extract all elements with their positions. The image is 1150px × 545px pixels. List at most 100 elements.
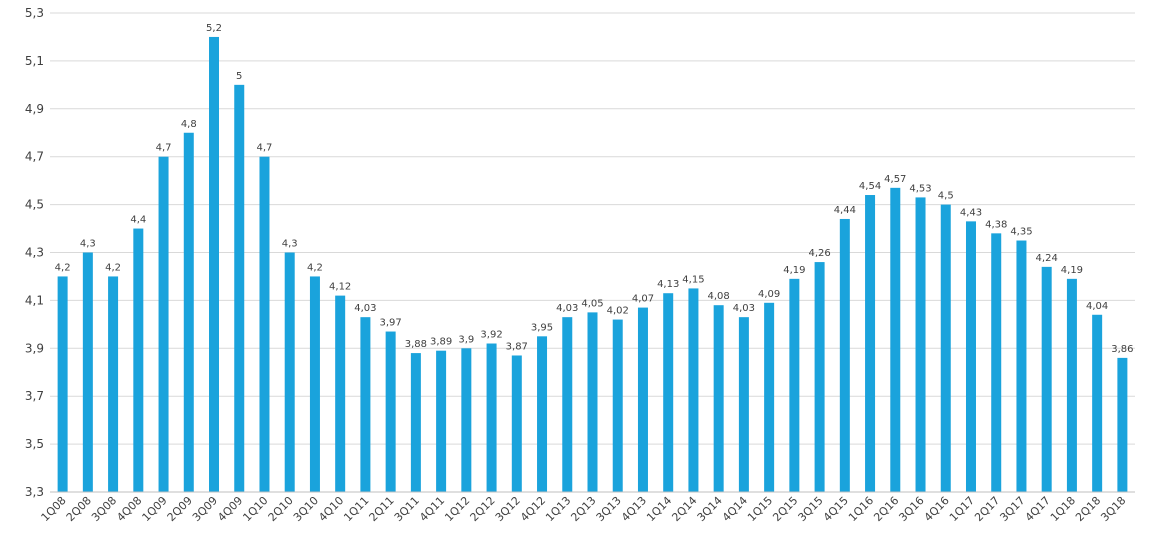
bar [738,317,749,492]
x-tick-label: 4Q10 [316,494,346,524]
bar [890,187,901,492]
data-label: 4,24 [1036,253,1058,264]
data-label: 4,3 [80,239,96,250]
y-tick-label: 4,3 [25,246,44,260]
bar [209,36,220,492]
y-tick-label: 5,3 [25,6,44,20]
data-label: 4,53 [909,183,931,194]
grid-lines [50,12,1135,493]
data-label: 3,97 [380,318,402,329]
data-label: 4,08 [708,291,730,302]
data-label: 4,2 [105,262,121,273]
x-tick-label: 3Q09 [190,494,220,524]
bar [335,295,346,492]
data-label: 4,2 [307,262,323,273]
bar [486,343,497,492]
x-tick-label: 4Q15 [821,494,851,524]
bar [1041,266,1052,492]
data-label: 4,43 [960,207,982,218]
data-label: 5 [236,71,242,82]
x-axis-ticks: 1Q082Q083Q084Q081Q092Q093Q094Q091Q102Q10… [39,494,1129,524]
data-labels: 4,2 4,3 4,2 4,4 4,7 4,8 5,2 5 4,7 4,3 4,2 4,12 4,03 3… [55,23,1134,355]
bar [663,293,674,492]
bars [57,36,1128,493]
y-tick-label: 4,9 [25,102,44,116]
bar [587,312,598,492]
y-tick-label: 5,1 [25,54,44,68]
x-tick-label: 2Q17 [972,494,1002,524]
data-label: 4,3 [282,239,298,250]
bar [309,276,320,492]
data-label: 4,05 [581,298,603,309]
data-label: 4,38 [985,219,1007,230]
x-tick-label: 1Q11 [341,494,371,524]
bar [234,84,245,492]
x-tick-label: 3Q14 [695,494,725,524]
x-tick-label: 1Q10 [240,494,270,524]
x-tick-label: 3Q13 [594,494,624,524]
bar [865,195,876,492]
x-tick-label: 1Q17 [947,494,977,524]
x-tick-label: 3Q16 [896,494,926,524]
data-label: 4,44 [834,205,856,216]
data-label: 4,54 [859,181,881,192]
bar [940,204,951,492]
bar [1092,314,1103,492]
bar [688,288,699,492]
bar [915,197,926,493]
x-tick-label: 1Q15 [745,494,775,524]
data-label: 4,13 [657,279,679,290]
bar [991,233,1002,492]
data-label: 3,89 [430,337,452,348]
bar [158,156,169,492]
bar [108,276,119,492]
data-label: 4,02 [607,306,629,317]
bar [57,276,68,492]
y-tick-label: 3,9 [25,341,44,355]
data-label: 5,2 [206,23,222,34]
data-label: 4,4 [130,215,146,226]
bar [511,355,522,492]
data-label: 3,9 [458,334,474,345]
data-label: 4,7 [156,143,172,154]
data-label: 3,88 [405,339,427,350]
data-label: 4,03 [733,303,755,314]
y-tick-label: 3,3 [25,485,44,499]
data-label: 4,2 [55,262,71,273]
data-label: 4,09 [758,289,780,300]
x-tick-label: 1Q14 [644,494,674,524]
x-tick-label: 1Q09 [140,494,170,524]
x-tick-label: 3Q12 [493,494,523,524]
data-label: 4,12 [329,282,351,293]
x-tick-label: 3Q18 [1098,494,1128,524]
x-tick-label: 3Q10 [291,494,321,524]
bar [713,305,724,492]
data-label: 3,86 [1111,344,1133,355]
x-tick-label: 4Q14 [720,494,750,524]
y-tick-label: 3,5 [25,437,44,451]
x-tick-label: 1Q13 [543,494,573,524]
data-label: 4,7 [257,143,273,154]
data-label: 4,26 [808,248,830,259]
data-label: 4,19 [783,265,805,276]
bar [562,317,573,492]
data-label: 3,87 [506,341,528,352]
x-tick-label: 2Q14 [669,494,699,524]
data-label: 4,15 [682,274,704,285]
data-label: 4,5 [938,191,954,202]
bar [1117,357,1128,492]
data-label: 3,92 [480,330,502,341]
bar [537,336,548,492]
x-tick-label: 2Q16 [871,494,901,524]
data-label: 4,8 [181,119,197,130]
bar [814,262,825,492]
bar [436,350,447,492]
data-label: 4,57 [884,174,906,185]
x-tick-label: 2Q11 [367,494,397,524]
x-tick-label: 1Q16 [846,494,876,524]
bar [385,331,396,492]
y-tick-label: 3,7 [25,389,44,403]
x-tick-label: 3Q17 [997,494,1027,524]
